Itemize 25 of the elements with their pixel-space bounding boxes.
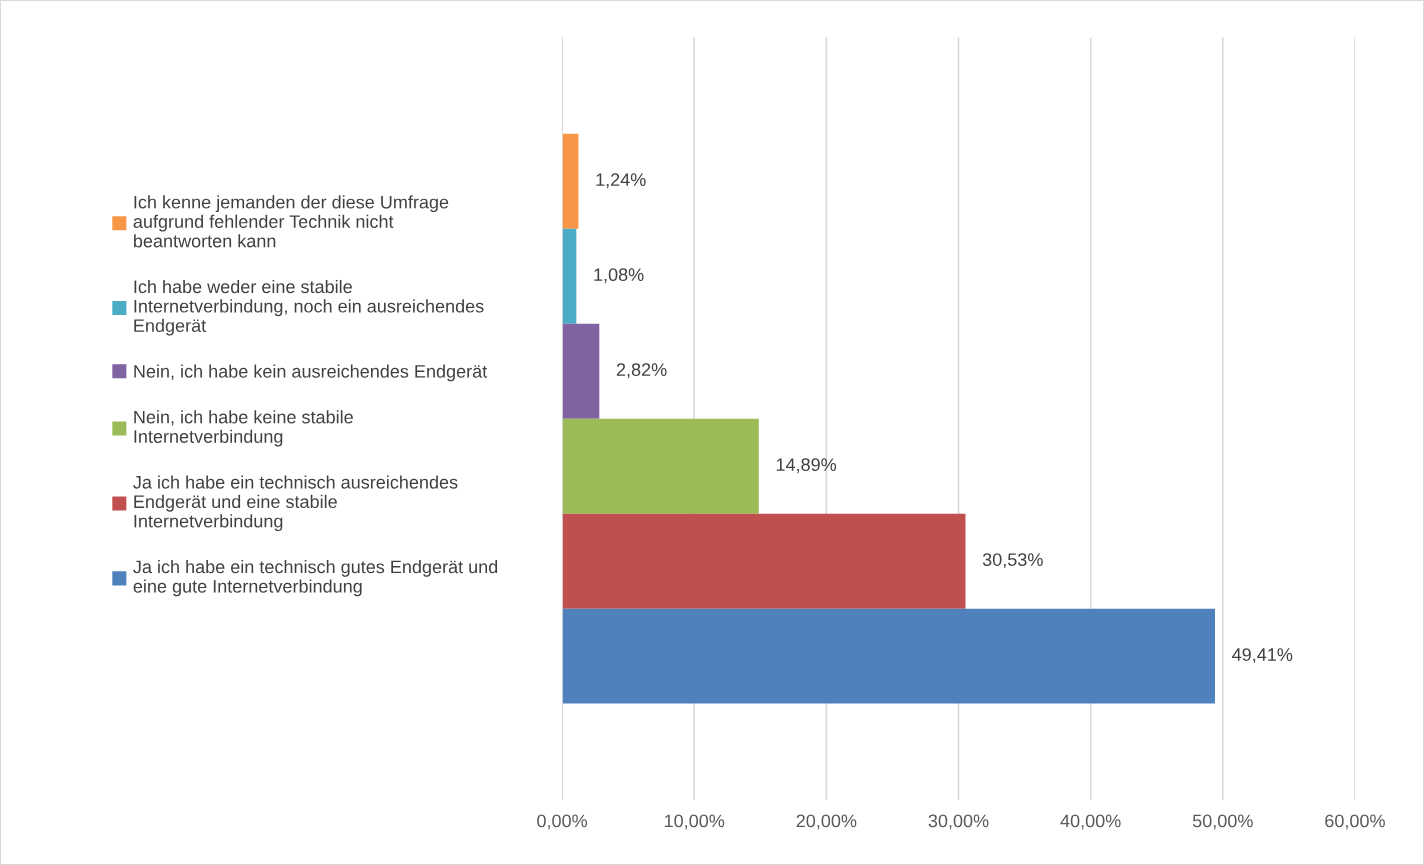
- bar: [562, 418, 759, 514]
- x-tick-label: 0,00%: [537, 814, 588, 830]
- bar: [562, 513, 966, 609]
- x-tick-label: 30,00%: [928, 814, 989, 830]
- data-label: 1,24%: [596, 173, 646, 189]
- legend-label: Nein, ich habe kein ausreichendes Endgerät: [134, 364, 488, 382]
- x-tick-label: 10,00%: [664, 814, 725, 830]
- legend-label: Ja ich habe ein technisch gutes Endgerät und eine gute Internetverbindung: [133, 560, 498, 597]
- legend-label: Ich kenne jemanden der diese Umfrage aufgrund fehlender Technik nicht beantworten kann: [133, 195, 449, 248]
- x-tick-label: 20,00%: [796, 814, 857, 830]
- data-label: 14,89%: [776, 458, 837, 474]
- data-label: 30,53%: [982, 553, 1043, 569]
- x-tick-label: 60,00%: [1325, 814, 1385, 830]
- data-label: 1,08%: [594, 268, 644, 284]
- data-label: 49,41%: [1232, 648, 1293, 664]
- legend-label: Nein, ich habe keine stabile Internetverbindung: [134, 410, 353, 447]
- legend-label: Ja ich habe ein technisch ausreichendes Endgerät und eine stabile Internetverbindung: [133, 475, 458, 532]
- bar: [562, 608, 1215, 704]
- data-label: 2,82%: [616, 363, 667, 379]
- x-tick-label: 40,00%: [1060, 814, 1121, 830]
- bar: [562, 133, 579, 229]
- bar: [562, 323, 600, 419]
- bar: [562, 228, 577, 324]
- x-tick-label: 50,00%: [1192, 814, 1253, 830]
- legend-label: Ich habe weder eine stabile Internetverbindung, noch ein ausreichendes Endgerät: [134, 279, 484, 336]
